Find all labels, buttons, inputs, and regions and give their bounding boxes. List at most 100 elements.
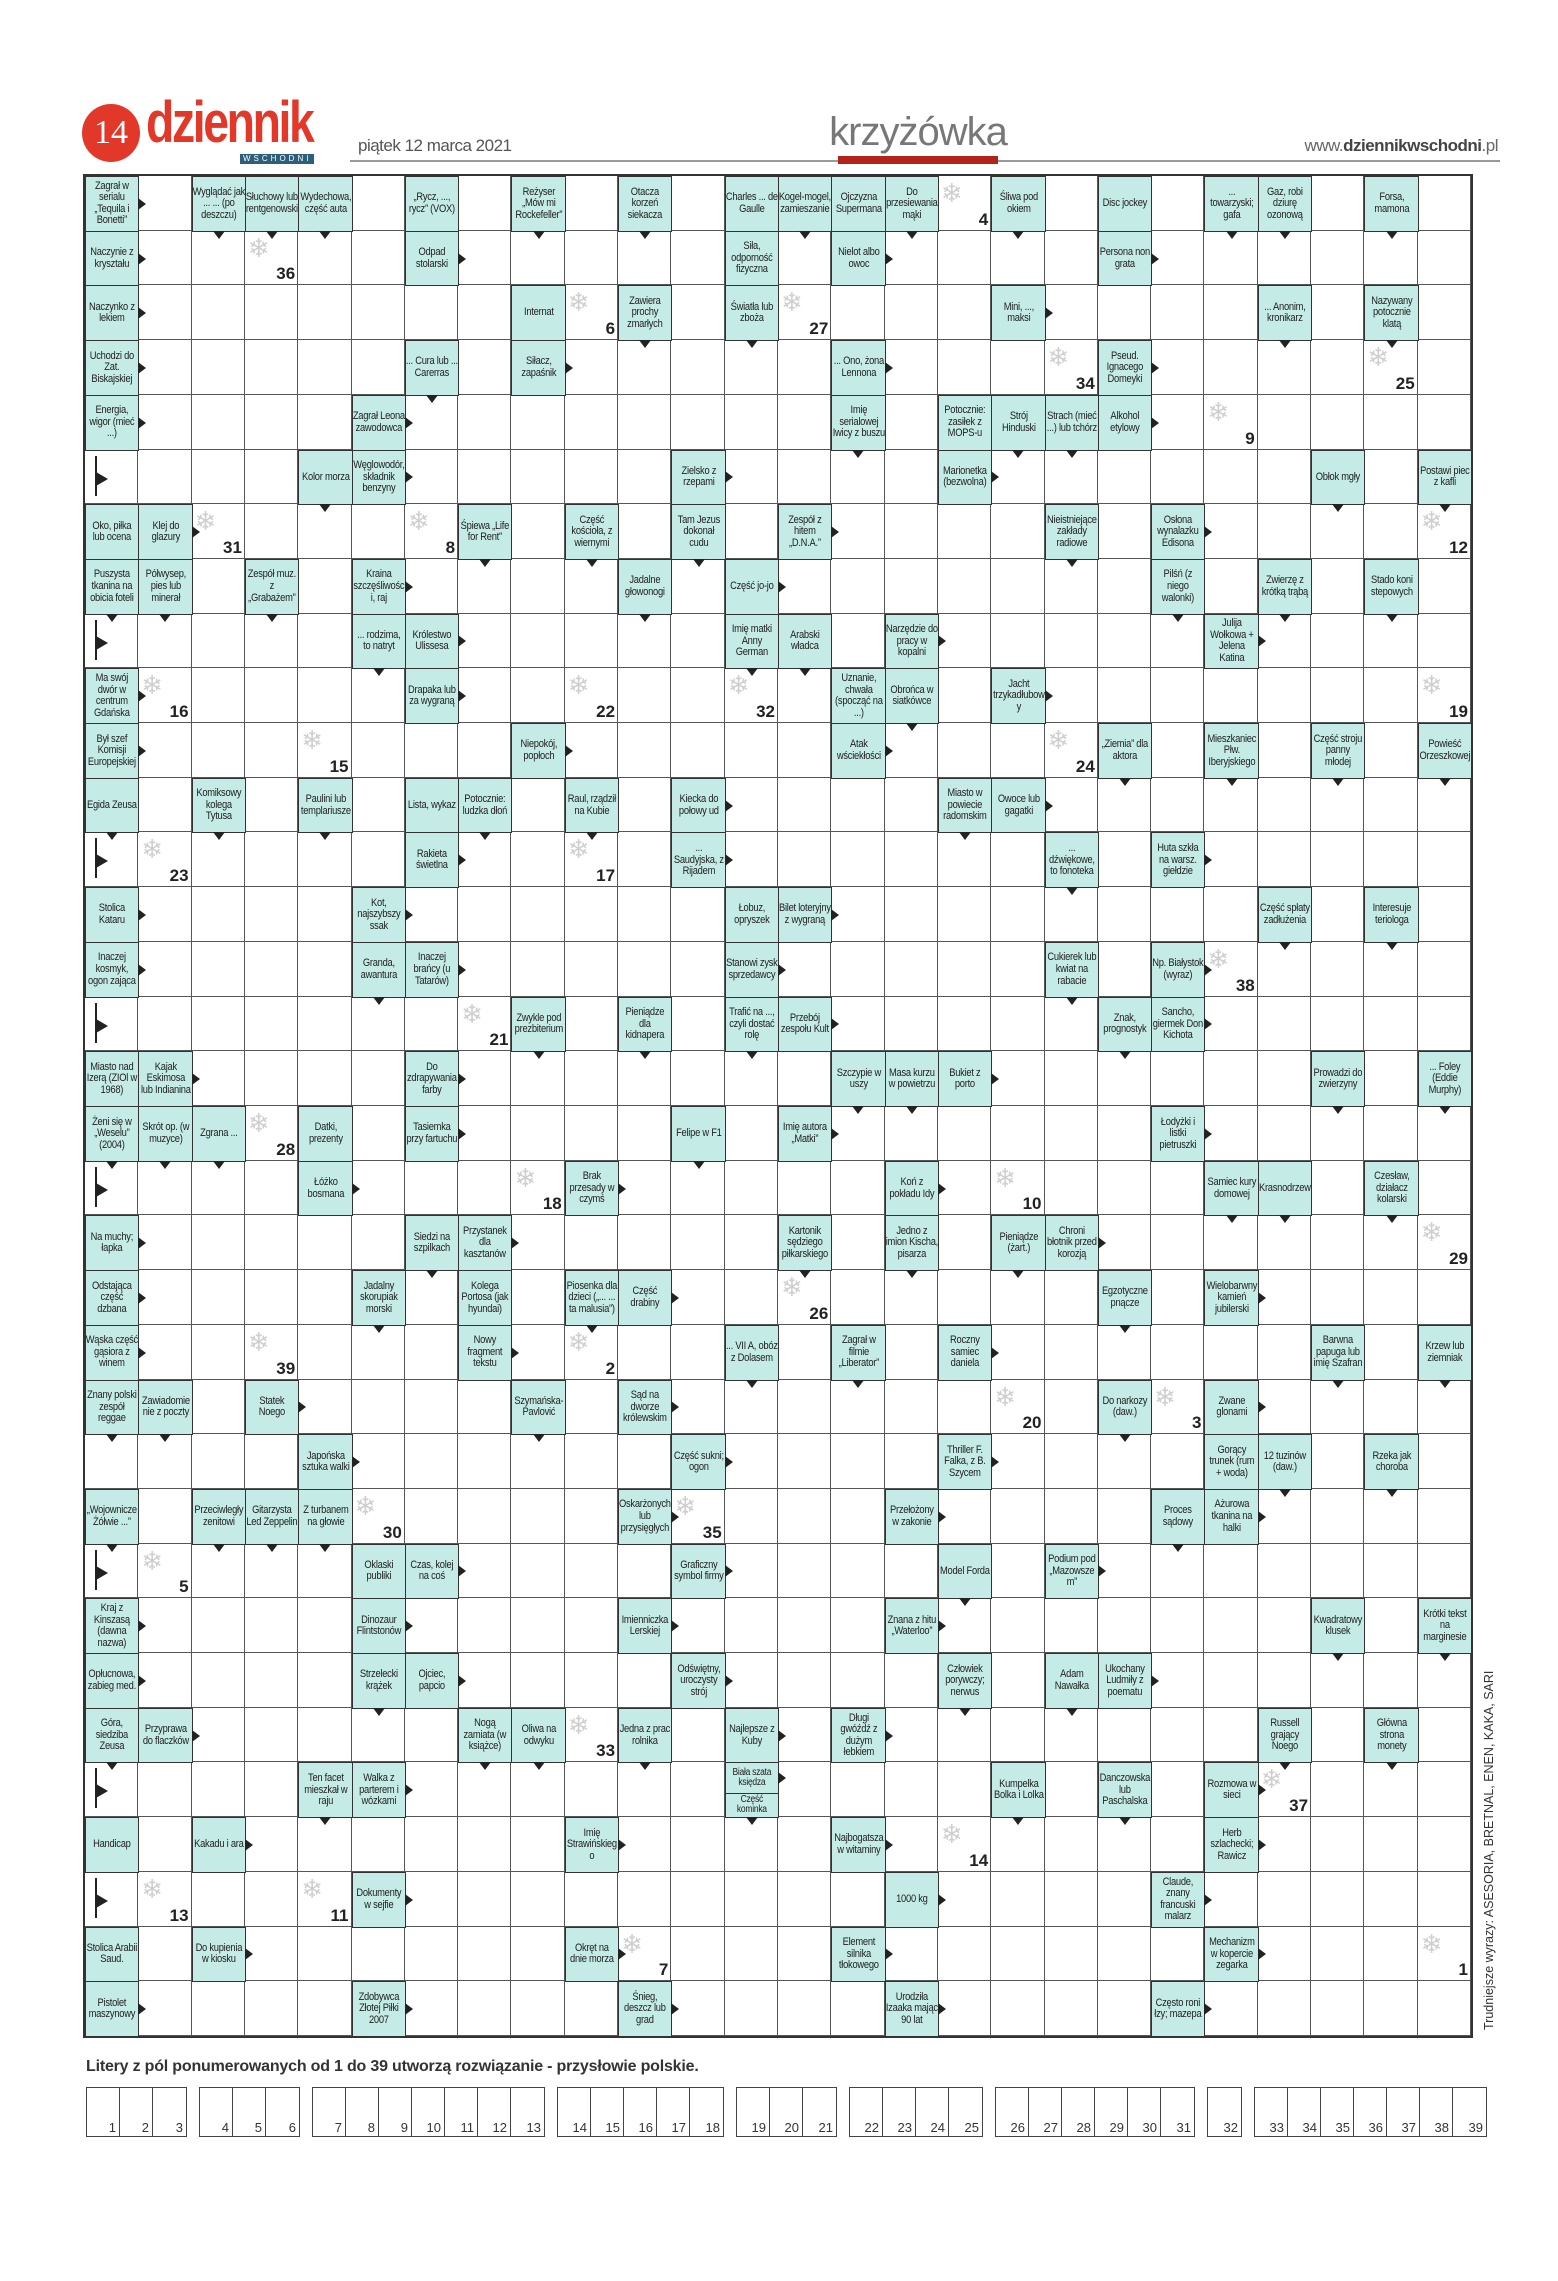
grid-cell[interactable]: [298, 1324, 352, 1380]
grid-cell[interactable]: [511, 1598, 565, 1654]
grid-cell[interactable]: [1204, 996, 1258, 1052]
grid-cell[interactable]: [564, 449, 619, 505]
grid-cell[interactable]: [1204, 558, 1258, 614]
grid-cell[interactable]: [991, 1160, 1045, 1216]
solution-box[interactable]: 20: [770, 2088, 803, 2136]
grid-cell[interactable]: [138, 832, 192, 888]
solution-box[interactable]: 31: [1161, 2088, 1194, 2136]
grid-cell[interactable]: [1044, 1762, 1098, 1818]
grid-cell[interactable]: [1311, 230, 1365, 286]
grid-cell[interactable]: [298, 887, 352, 942]
grid-cell[interactable]: [1097, 558, 1152, 614]
grid-cell[interactable]: [404, 1434, 459, 1489]
grid-cell[interactable]: [671, 1871, 725, 1927]
grid-cell[interactable]: [991, 1270, 1045, 1325]
numbered-field[interactable]: ❄ 39: [245, 1325, 298, 1380]
grid-cell[interactable]: [564, 1488, 619, 1544]
grid-cell[interactable]: [1364, 1926, 1418, 1982]
grid-cell[interactable]: [991, 449, 1045, 505]
grid-cell[interactable]: [1151, 1215, 1205, 1271]
grid-cell[interactable]: [991, 558, 1045, 614]
grid-cell[interactable]: [1417, 1488, 1471, 1544]
grid-cell[interactable]: [991, 1051, 1045, 1106]
grid-cell[interactable]: [458, 230, 512, 286]
grid-cell[interactable]: [724, 1981, 778, 2036]
grid-cell[interactable]: [138, 1324, 192, 1380]
grid-cell[interactable]: [937, 1707, 992, 1763]
numbered-field[interactable]: ❄ 1: [1418, 1927, 1471, 1982]
grid-cell[interactable]: [1364, 1379, 1418, 1435]
grid-cell[interactable]: [458, 558, 512, 614]
grid-cell[interactable]: [458, 1434, 512, 1489]
grid-cell[interactable]: [618, 1051, 672, 1106]
grid-cell[interactable]: [511, 1817, 565, 1872]
grid-cell[interactable]: [724, 1160, 778, 1216]
grid-cell[interactable]: [298, 1926, 352, 1982]
grid-cell[interactable]: [404, 1981, 459, 2036]
grid-cell[interactable]: [671, 1762, 725, 1818]
grid-cell[interactable]: [1257, 340, 1312, 395]
grid-cell[interactable]: [1311, 285, 1365, 341]
grid-cell[interactable]: [884, 1106, 938, 1161]
grid-cell[interactable]: [191, 1871, 245, 1927]
grid-cell[interactable]: [458, 1981, 512, 2036]
grid-cell[interactable]: [1257, 1981, 1312, 2036]
grid-cell[interactable]: [191, 1051, 245, 1106]
grid-cell[interactable]: [991, 1981, 1045, 2036]
grid-cell[interactable]: [1204, 1324, 1258, 1380]
grid-cell[interactable]: [404, 1817, 459, 1872]
grid-cell[interactable]: [138, 340, 192, 395]
grid-cell[interactable]: [724, 1653, 778, 1708]
grid-cell[interactable]: [564, 1653, 619, 1708]
grid-cell[interactable]: [1311, 1981, 1365, 2036]
grid-cell[interactable]: [1311, 1270, 1365, 1325]
grid-cell[interactable]: [1044, 1324, 1098, 1380]
grid-cell[interactable]: [937, 230, 992, 286]
grid-cell[interactable]: [564, 1543, 619, 1599]
grid-cell[interactable]: [884, 1707, 938, 1763]
grid-cell[interactable]: [671, 1324, 725, 1380]
solution-box[interactable]: 15: [591, 2088, 624, 2136]
grid-cell[interactable]: [511, 1106, 565, 1161]
grid-cell[interactable]: [1417, 887, 1471, 942]
grid-cell[interactable]: [298, 1653, 352, 1708]
grid-cell[interactable]: [244, 1543, 299, 1599]
grid-cell[interactable]: [618, 832, 672, 888]
grid-cell[interactable]: [244, 230, 299, 286]
grid-cell[interactable]: [458, 832, 512, 888]
grid-cell[interactable]: [191, 1981, 245, 2036]
grid-cell[interactable]: [1151, 1270, 1205, 1325]
grid-cell[interactable]: [298, 1543, 352, 1599]
grid-cell[interactable]: [671, 1817, 725, 1872]
grid-cell[interactable]: [1417, 1434, 1471, 1489]
grid-cell[interactable]: [937, 1379, 992, 1435]
grid-cell[interactable]: [511, 832, 565, 888]
grid-cell[interactable]: [937, 1215, 992, 1271]
grid-cell[interactable]: [1151, 887, 1205, 942]
solution-box[interactable]: 36: [1354, 2088, 1387, 2136]
grid-cell[interactable]: [244, 1707, 299, 1763]
grid-cell[interactable]: [511, 1215, 565, 1271]
grid-cell[interactable]: [884, 449, 938, 505]
grid-cell[interactable]: [1204, 941, 1258, 997]
grid-cell[interactable]: [937, 1160, 992, 1216]
grid-cell[interactable]: [511, 1981, 565, 2036]
numbered-field[interactable]: ❄ 23: [138, 832, 191, 887]
grid-cell[interactable]: [618, 1160, 672, 1216]
grid-cell[interactable]: [564, 285, 619, 341]
grid-cell[interactable]: [1044, 1160, 1098, 1216]
grid-cell[interactable]: [1044, 558, 1098, 614]
solution-box[interactable]: 18: [690, 2088, 723, 2136]
grid-cell[interactable]: [564, 723, 619, 778]
grid-cell[interactable]: [1097, 1160, 1152, 1216]
grid-cell[interactable]: [1311, 558, 1365, 614]
numbered-field[interactable]: ❄ 4: [938, 176, 991, 231]
grid-cell[interactable]: [85, 832, 139, 888]
solution-box[interactable]: 11: [445, 2088, 478, 2136]
grid-cell[interactable]: [724, 1871, 778, 1927]
grid-cell[interactable]: [351, 1707, 405, 1763]
grid-cell[interactable]: [191, 449, 245, 505]
grid-cell[interactable]: [618, 887, 672, 942]
grid-cell[interactable]: [458, 1379, 512, 1435]
solution-box[interactable]: 10: [412, 2088, 445, 2136]
